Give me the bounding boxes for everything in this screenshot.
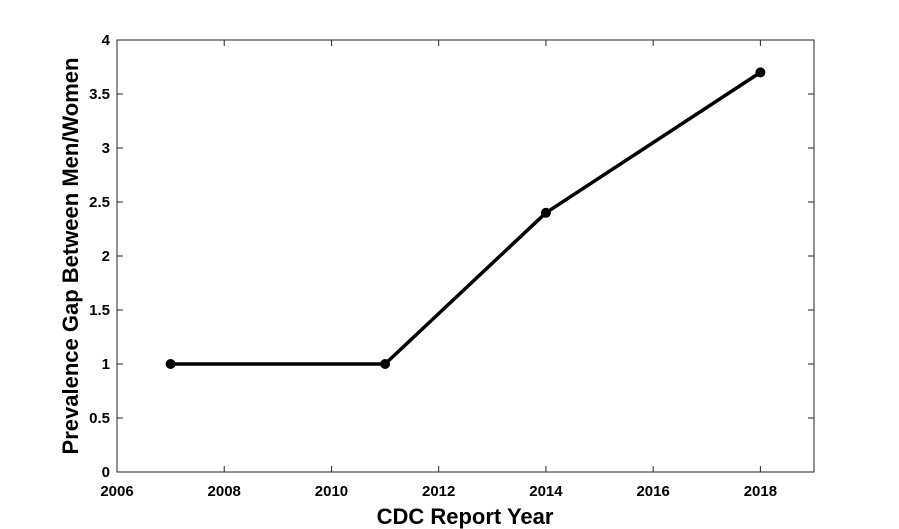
y-tick-label: 0 — [102, 464, 110, 481]
x-axis-title: CDC Report Year — [377, 504, 554, 529]
y-tick-label: 4 — [102, 32, 111, 49]
x-tick-label: 2016 — [636, 483, 669, 500]
y-tick-label: 2 — [102, 248, 110, 265]
x-tick-label: 2018 — [744, 483, 777, 500]
data-point — [380, 359, 391, 369]
y-tick-label: 0.5 — [89, 410, 110, 427]
data-point — [165, 359, 176, 369]
x-tick-label: 2010 — [315, 483, 348, 500]
y-axis-ticks: 0 0.5 1 1.5 2 2.5 3 3.5 4 — [89, 32, 814, 481]
x-tick-label: 2014 — [529, 483, 563, 500]
series-line — [170, 70, 762, 366]
data-point — [755, 67, 766, 78]
y-tick-label: 1 — [102, 356, 110, 373]
y-tick-label: 3 — [102, 140, 110, 157]
data-point — [540, 207, 551, 218]
x-tick-label: 2006 — [100, 483, 133, 500]
x-tick-label: 2008 — [208, 483, 241, 500]
y-tick-label: 3.5 — [89, 86, 110, 103]
y-axis-title: Prevalence Gap Between Men/Women — [58, 58, 83, 455]
x-axis-ticks: 2006 2008 2010 2012 2014 2016 2018 — [100, 40, 777, 500]
y-tick-label: 2.5 — [89, 194, 110, 211]
data-series — [165, 67, 766, 369]
x-tick-label: 2012 — [422, 483, 455, 500]
y-tick-label: 1.5 — [89, 302, 110, 319]
